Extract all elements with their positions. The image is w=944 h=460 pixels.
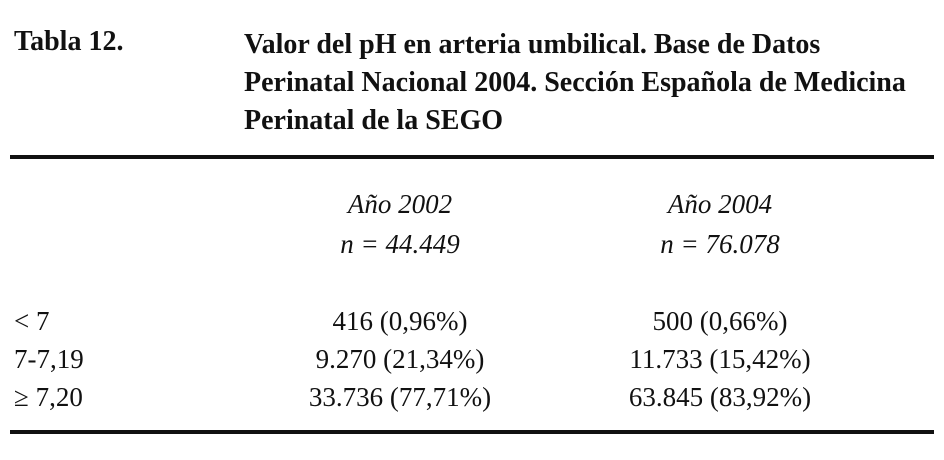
column-header-year: Año 2002 xyxy=(347,189,453,219)
table-cell: 9.270 (21,34%) xyxy=(315,344,485,374)
column-header: Año 2002 n = 44.449 xyxy=(250,184,550,264)
table-cell: ≥ 7,20 xyxy=(14,382,83,412)
table-label: Tabla 12. xyxy=(14,26,124,57)
column-header-n: n = 44.449 xyxy=(340,229,460,259)
table-cell: 33.736 (77,71%) xyxy=(308,382,492,412)
column-header-year: Año 2004 xyxy=(667,189,773,219)
table-cell: 500 (0,66%) xyxy=(652,306,788,336)
rule xyxy=(10,430,934,434)
table-cell: 7-7,19 xyxy=(14,344,84,374)
table-cell: 416 (0,96%) xyxy=(332,306,468,336)
table-cell: < 7 xyxy=(14,306,50,336)
column-header: Año 2004 n = 76.078 xyxy=(570,184,870,264)
table-cell: 11.733 (15,42%) xyxy=(629,344,811,374)
table-cell: 63.845 (83,92%) xyxy=(628,382,812,412)
rule xyxy=(10,155,934,159)
table-title: Valor del pH en arteria umbilical. Base … xyxy=(244,29,906,136)
column-header-n: n = 76.078 xyxy=(660,229,780,259)
